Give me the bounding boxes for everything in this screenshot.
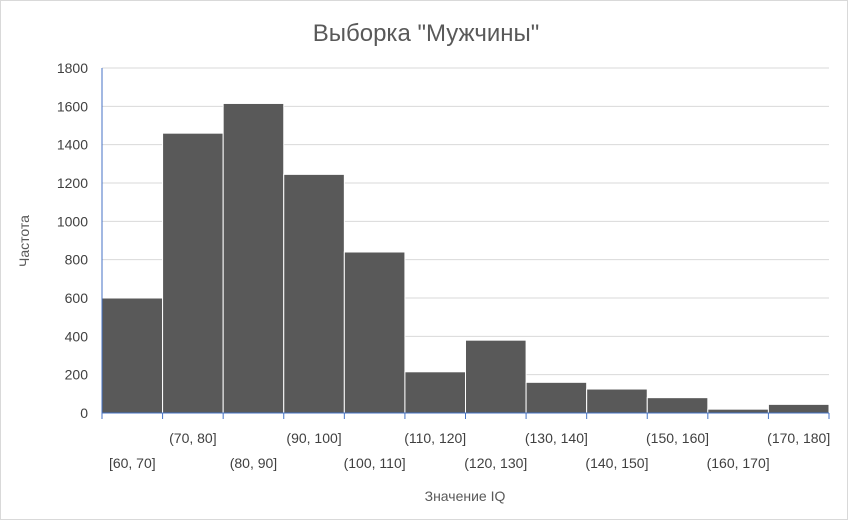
bar [707,408,769,414]
bar [343,251,406,414]
y-tick-label: 1400 [57,137,88,153]
x-tick-label: (120, 130] [464,455,527,471]
x-axis-label: Значение IQ [425,488,506,504]
bar [646,397,709,414]
bar [162,132,224,414]
bar [101,297,164,414]
x-tick-label: (80, 90] [230,455,277,471]
bar [767,403,830,414]
x-tick-label: (140, 150] [585,455,648,471]
y-tick-label: 1800 [57,60,88,76]
x-tick-label: (130, 140] [525,430,588,446]
y-tick-label: 1000 [57,213,88,229]
y-tick-labels: 0 200 400 600 800 1000 1200 1400 1600 1800 [57,60,88,421]
y-tick-label: 1200 [57,175,88,191]
x-tick-label: (70, 80] [169,430,216,446]
y-tick-label: 400 [65,328,89,344]
chart-title: Выборка "Мужчины" [313,20,540,47]
axes [101,68,830,419]
x-tick-label: (90, 100] [286,430,341,446]
y-tick-label: 1600 [57,98,88,114]
y-tick-label: 200 [65,367,89,383]
x-tick-labels: [60, 70] (70, 80] (80, 90] (90, 100](100, 1… [109,430,830,471]
bar [586,388,648,414]
bars [101,102,830,414]
y-axis-label: Частота [16,215,32,267]
bar [222,102,285,414]
x-tick-label: (170, 180] [767,430,830,446]
y-tick-label: 600 [65,290,89,306]
bar [465,339,527,414]
x-tick-label: [60, 70] [109,455,156,471]
x-tick-label: (100, 110] [344,455,406,471]
bar [283,173,345,414]
x-tick-label: (150, 160] [646,430,709,446]
x-tick-label: (110, 120] [404,430,466,446]
bar [525,381,588,414]
x-tick-label: (160, 170] [707,455,770,471]
y-tick-label: 0 [80,405,88,421]
bar [404,371,466,414]
y-tick-label: 800 [65,252,89,268]
